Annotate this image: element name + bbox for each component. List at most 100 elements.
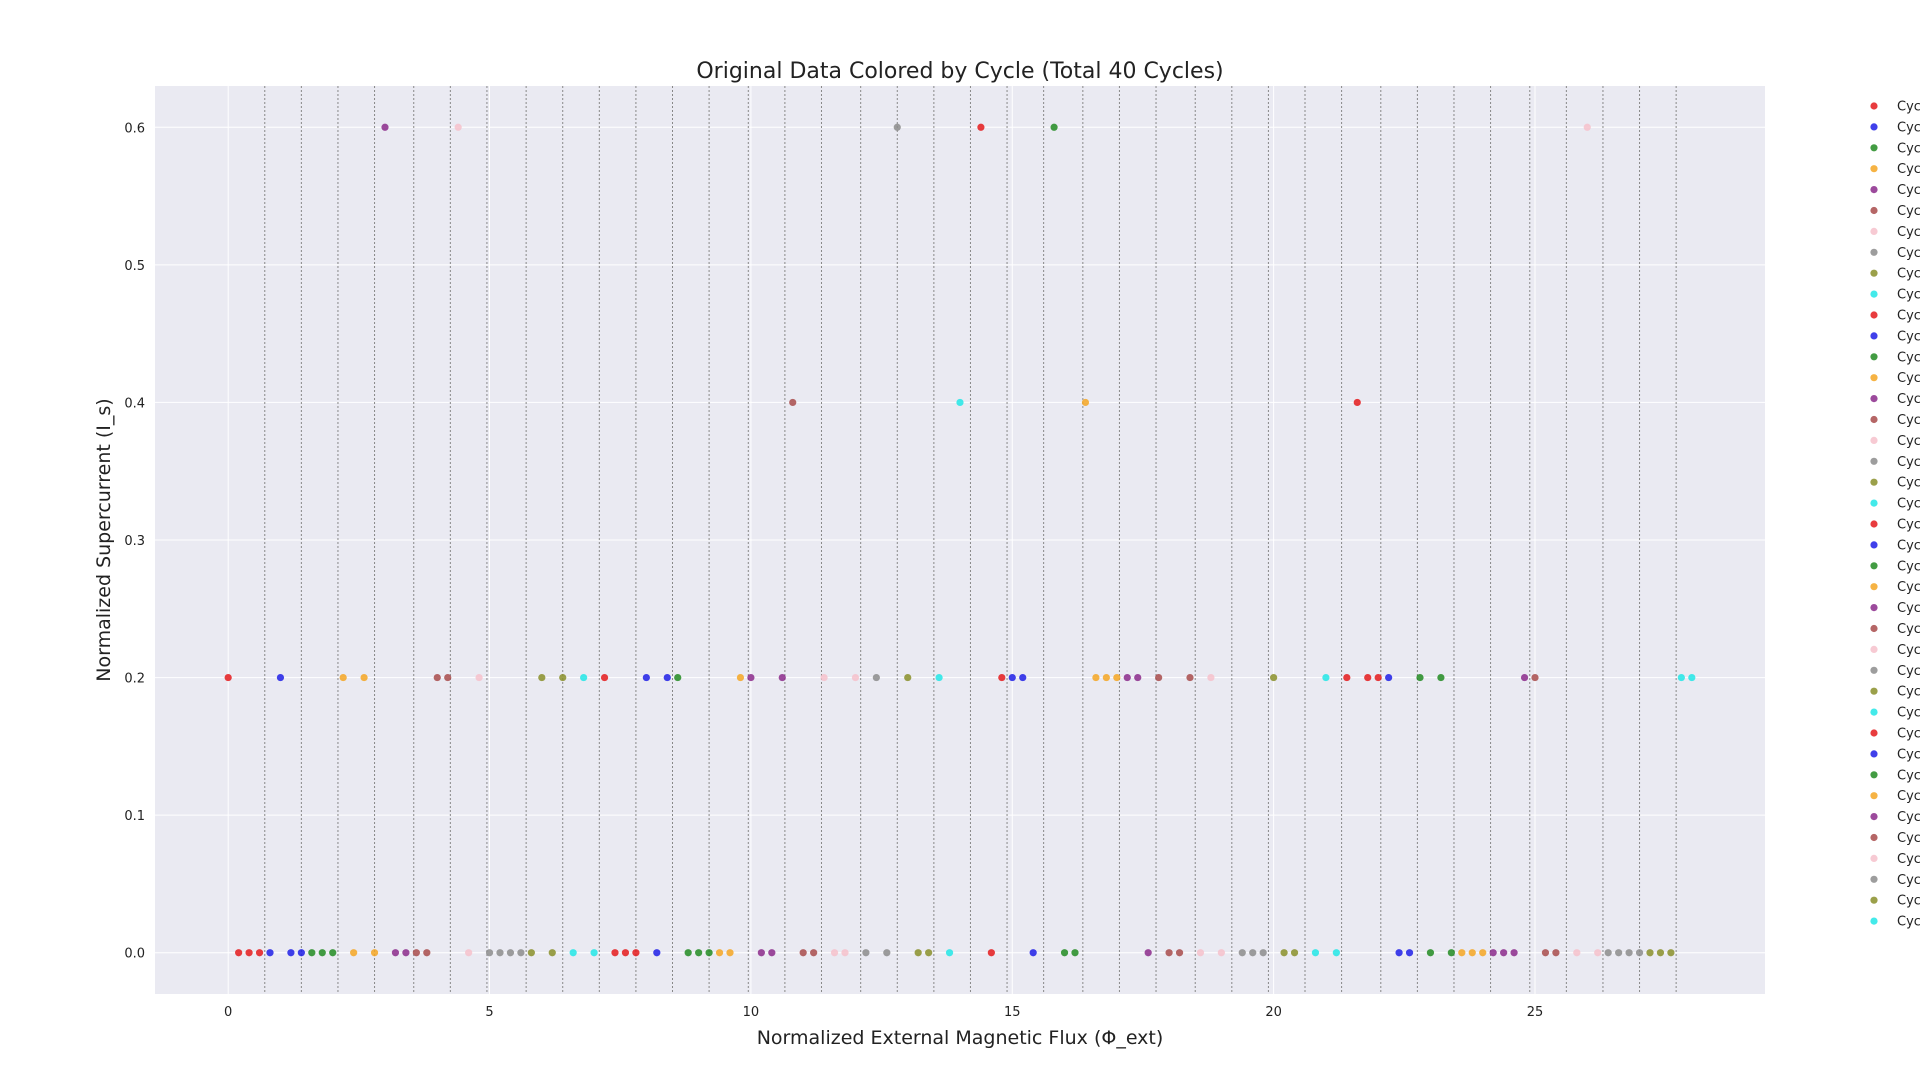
data-point [590,949,598,957]
legend-marker [1870,144,1878,152]
data-point [1489,949,1497,957]
data-point [506,949,515,957]
data-point [381,123,389,131]
data-point [538,673,546,682]
legend-marker [1870,833,1878,842]
data-point [1646,949,1654,957]
legend-marker [1870,374,1878,382]
legend-label: Cyc [1897,267,1920,282]
x-tick-label: 25 [1527,1005,1544,1020]
legend-label: Cyc [1897,768,1920,783]
legend-marker [1870,708,1878,716]
data-point [684,949,692,957]
legend-marker [1870,436,1878,444]
data-point [559,673,567,682]
legend-label: Cyc [1897,309,1920,324]
data-point [1186,673,1194,682]
data-point [726,949,734,957]
data-point [1332,949,1340,957]
data-point [1113,673,1121,682]
data-point [517,949,525,957]
data-point [653,949,661,957]
data-point [1081,398,1090,407]
data-point [914,949,922,957]
data-point [1520,673,1529,682]
data-point [444,673,452,682]
legend-marker [1870,541,1878,549]
data-point [1217,949,1225,957]
legend-label: Cyc [1897,831,1920,846]
data-point [830,949,839,957]
data-point [1426,949,1435,957]
data-point [736,673,745,682]
data-point [1437,673,1445,682]
data-point [987,949,995,957]
data-point [1175,949,1184,957]
data-point [1625,949,1633,957]
y-tick-label: 0.5 [124,259,145,274]
y-tick-label: 0.4 [124,396,145,411]
data-point [778,673,786,682]
data-point [433,673,441,682]
data-point [715,949,724,957]
legend-label: Cyc [1897,497,1920,512]
legend-label: Cyc [1897,852,1920,867]
data-point [642,673,650,682]
legend-marker [1870,583,1878,591]
x-tick-label: 20 [1265,1005,1282,1020]
legend-label: Cyc [1897,559,1920,574]
data-point [1583,123,1591,131]
data-point [768,949,776,957]
legend-label: Cyc [1897,747,1920,762]
legend-label: Cyc [1897,392,1920,407]
legend-marker [1870,478,1878,486]
data-point [904,673,912,682]
legend-marker [1870,875,1878,883]
data-point [391,949,400,957]
data-point [893,123,901,131]
y-tick-label: 0.3 [124,534,145,549]
data-point [402,949,410,957]
data-point [935,673,943,682]
data-point [1479,949,1487,957]
data-point [1029,949,1037,957]
legend-label: Cyc [1897,601,1920,616]
data-point [1165,949,1173,957]
data-point [1458,949,1466,957]
data-point [998,673,1006,682]
legend-label: Cyc [1897,434,1920,449]
data-point [1635,949,1644,957]
data-point [600,673,609,682]
data-point [632,949,640,957]
data-point [276,673,285,682]
data-point [1207,673,1215,682]
data-point [1019,673,1027,682]
legend-marker [1870,206,1878,215]
data-point [370,949,379,957]
data-point [1604,949,1612,957]
legend-label: Cyc [1897,183,1920,198]
legend-label: Cyc [1897,329,1920,344]
legend-marker [1870,290,1878,298]
data-point [820,673,828,682]
legend-marker [1870,729,1878,737]
legend-marker [1870,624,1878,633]
legend-marker [1870,165,1878,173]
data-point [245,949,253,957]
legend-marker [1870,687,1878,695]
data-point [1353,398,1361,407]
data-point [1290,949,1299,957]
data-point [1510,949,1518,957]
data-point [757,949,765,957]
data-point [747,673,755,682]
data-point [1573,949,1581,957]
legend-marker [1870,248,1878,256]
data-point [695,949,703,957]
legend-marker [1870,227,1878,235]
data-point [318,949,326,957]
data-point [287,949,295,957]
legend-label: Cyc [1897,100,1920,115]
data-point [580,673,588,682]
data-point [1500,949,1508,957]
